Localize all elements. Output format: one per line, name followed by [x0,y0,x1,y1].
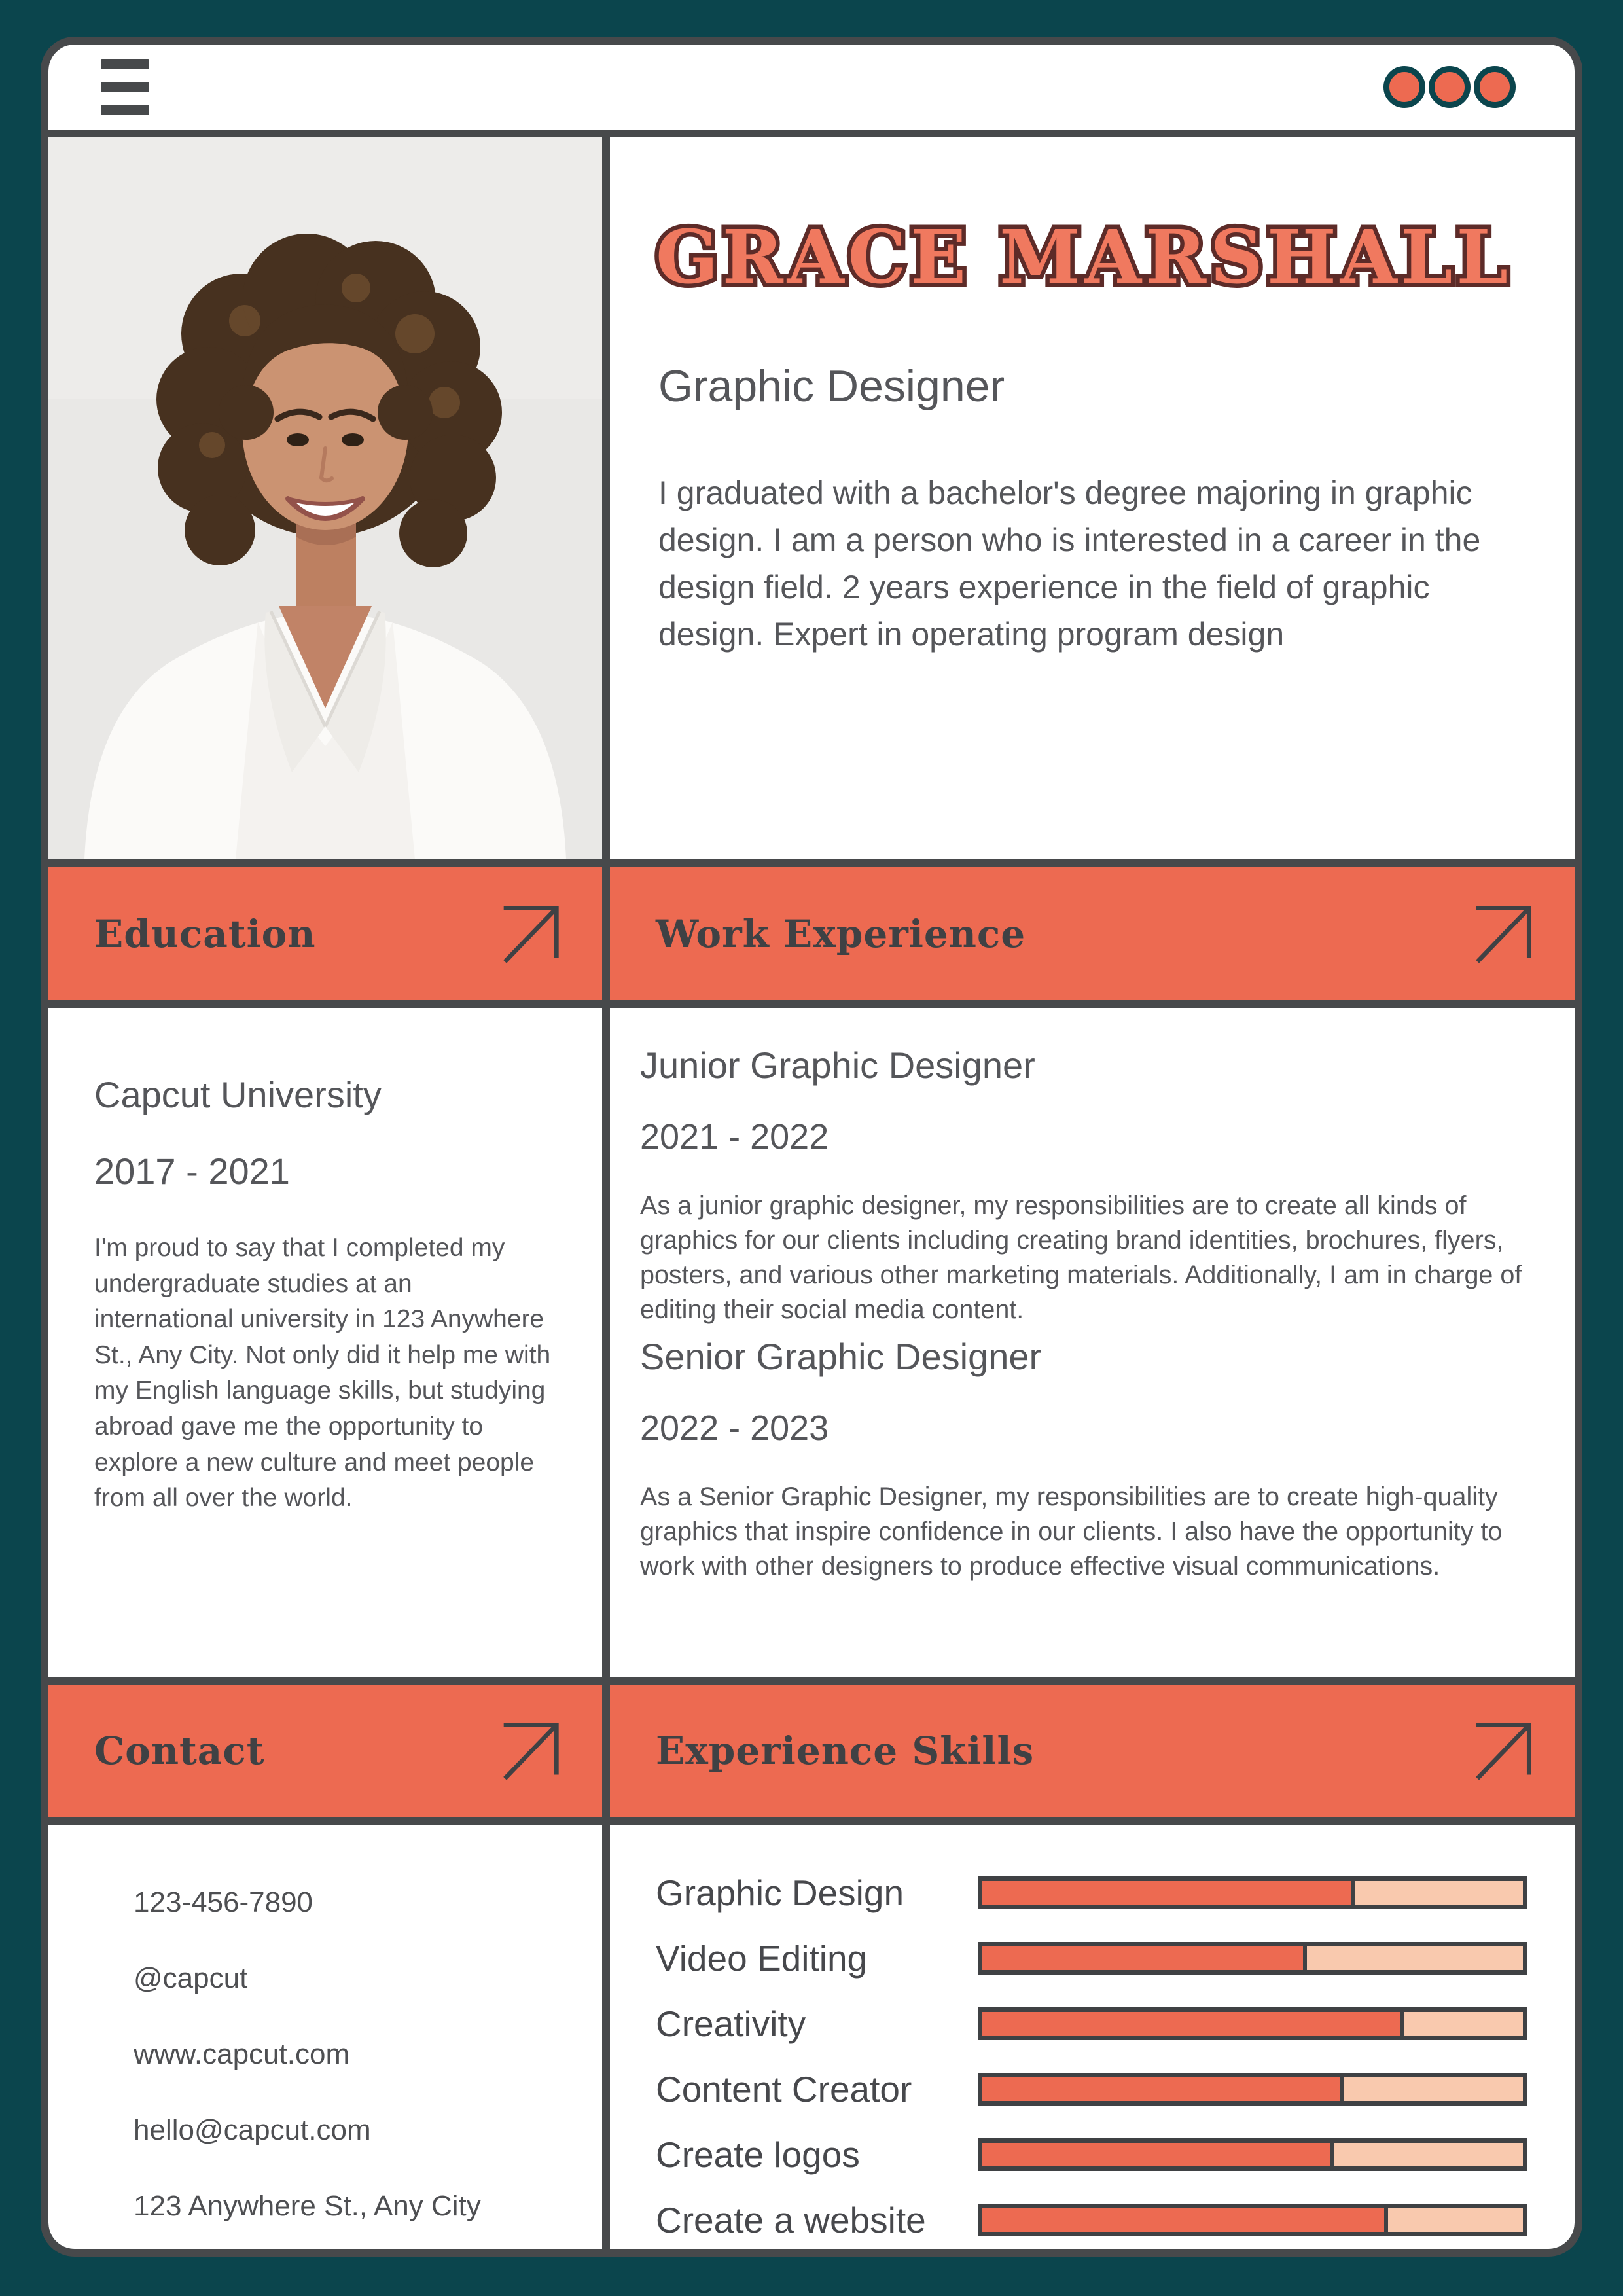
job-2-years: 2022 - 2023 [640,1408,829,1448]
skill-label: Creativity [656,2003,806,2044]
skill-bar-creativity [978,2007,1527,2040]
contact-email[interactable]: hello@capcut.com [134,2114,371,2146]
profile-photo [48,137,602,859]
section-header-education: Education [48,867,602,1000]
education-heading: Education [94,911,316,956]
skill-bar-content-creator [978,2073,1527,2106]
skill-bar-fill [982,1946,1307,1970]
window-dot-icon[interactable] [1474,66,1516,108]
skill-bar-video-editing [978,1942,1527,1975]
contact-heading: Contact [94,1729,265,1773]
work-experience-heading: Work Experience [656,911,1026,956]
skill-bar-graphic-design [978,1876,1527,1909]
job-title: Graphic Designer [658,361,1005,411]
work-experience-panel: Junior Graphic Designer 2021 - 2022 As a… [610,1008,1575,1677]
experience-skills-heading: Experience Skills [656,1729,1035,1773]
skill-label: Content Creator [656,2069,912,2109]
window-dot-icon[interactable] [1429,66,1471,108]
skills-panel: Graphic Design Video Editing Creativity … [610,1825,1575,2249]
job-1-years: 2021 - 2022 [640,1117,829,1157]
window-dots [1383,66,1516,108]
skill-label: Create a website [656,2200,926,2240]
skill-label: Video Editing [656,1938,868,1979]
arrow-up-right-icon[interactable] [1471,903,1534,965]
skill-row: Creativity [656,2003,1527,2045]
contact-website[interactable]: www.capcut.com [134,2038,350,2070]
school-name: Capcut University [94,1074,382,1115]
skill-bar-create-logos [978,2138,1527,2171]
skill-row: Create logos [656,2134,1527,2176]
contact-panel: 123-456-7890 @capcut www.capcut.com hell… [48,1825,602,2249]
skill-bar-fill [982,2012,1404,2036]
skill-bar-fill [982,2208,1388,2232]
section-header-work-experience: Work Experience [610,867,1575,1000]
skill-label: Create logos [656,2134,860,2175]
contact-phone: 123-456-7890 [134,1886,313,1918]
arrow-up-right-icon[interactable] [499,1719,562,1782]
section-header-contact: Contact [48,1685,602,1817]
skill-row: Video Editing [656,1937,1527,1979]
skill-row: Create a website [656,2199,1527,2241]
education-description: I'm proud to say that I completed my und… [94,1234,551,1513]
skill-bar-fill [982,1881,1355,1905]
profile-panel: GRACE MARSHALL Graphic Designer I gradua… [610,137,1575,859]
person-name: GRACE MARSHALL [652,211,1512,305]
hamburger-menu-icon[interactable] [101,59,149,115]
arrow-up-right-icon[interactable] [1471,1719,1534,1782]
skill-row: Content Creator [656,2068,1527,2110]
job-1-description: As a junior graphic designer, my respons… [640,1191,1522,1324]
job-2-title: Senior Graphic Designer [640,1335,1042,1377]
section-header-experience-skills: Experience Skills [610,1685,1575,1817]
job-1-title: Junior Graphic Designer [640,1045,1035,1086]
resume-window: GRACE MARSHALL Graphic Designer I gradua… [41,37,1582,2257]
contact-address: 123 Anywhere St., Any City [134,2190,481,2222]
window-dot-icon[interactable] [1383,66,1425,108]
education-panel: Capcut University 2017 - 2021 I'm proud … [48,1008,602,1677]
contact-social-handle: @capcut [134,1962,248,1994]
job-2-description: As a Senior Graphic Designer, my respons… [640,1482,1503,1581]
arrow-up-right-icon[interactable] [499,903,562,965]
skill-bar-create-a-website [978,2204,1527,2236]
skill-bar-fill [982,2077,1345,2101]
profile-bio: I graduated with a bachelor's degree maj… [658,475,1481,653]
skill-row: Graphic Design [656,1872,1527,1914]
window-topbar [48,45,1575,130]
skill-label: Graphic Design [656,1873,904,1913]
education-years: 2017 - 2021 [94,1151,290,1192]
skill-bar-fill [982,2143,1334,2166]
